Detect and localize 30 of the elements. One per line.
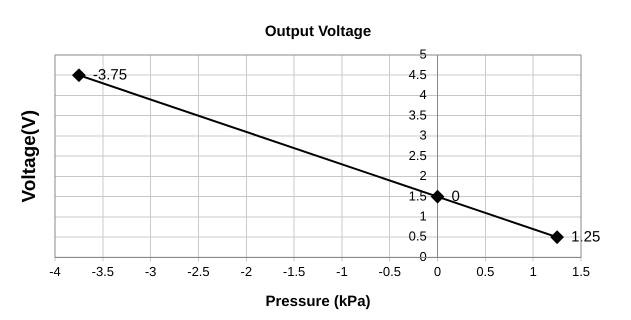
y-tick-label: 3	[419, 128, 438, 143]
point	[550, 230, 564, 244]
point	[431, 190, 444, 204]
y-tick-label: 5	[419, 46, 438, 62]
x-tick-label: -4	[49, 264, 61, 279]
x-tick-label: -1.5	[282, 264, 306, 279]
x-tick-label: -3.5	[92, 264, 114, 279]
x-tick-label: 0.5	[476, 264, 494, 279]
x-tick-label: -0.5	[378, 264, 401, 279]
y-tick-label: 3.5	[408, 107, 438, 122]
x-tick-label: 1.5	[572, 264, 590, 279]
x-tick-label: -1	[336, 264, 348, 279]
y-tick-label: 0.5	[408, 228, 438, 244]
y-tick-label: 1	[419, 208, 438, 224]
x-tick-label: -3	[144, 264, 156, 279]
annotation: -3.75	[92, 66, 128, 84]
x-tick-label: -2	[240, 264, 252, 279]
y-tick-label: 4.5	[408, 66, 438, 82]
chart-title: Output Voltage	[264, 23, 372, 40]
x-tick-label: 1	[530, 264, 537, 279]
y-tick-label: 2.5	[408, 148, 438, 163]
y-axis-title: Voltage(V)	[19, 110, 40, 202]
y-tick-label: 4	[419, 87, 438, 102]
point	[72, 68, 86, 82]
y-tick-label: 2	[419, 168, 438, 184]
annotation: 1.25	[571, 228, 600, 246]
x-tick-label: -2.5	[187, 264, 210, 279]
y-tick-label: 0	[419, 248, 438, 264]
x-axis-title: Pressure (kPa)	[265, 293, 371, 310]
annotation: 0	[452, 188, 460, 205]
